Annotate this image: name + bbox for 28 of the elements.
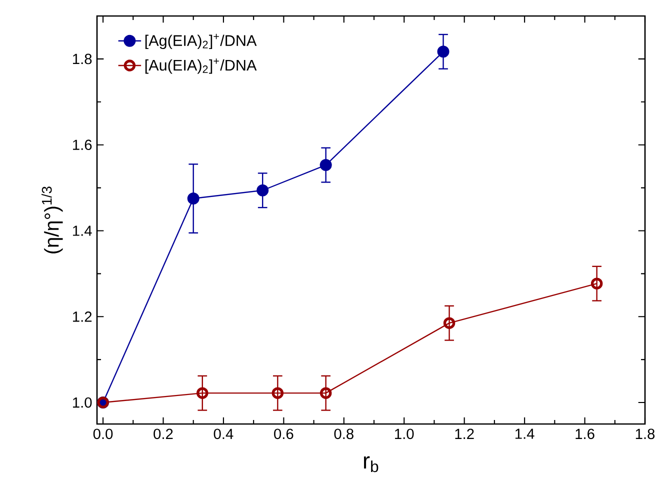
- point: [187, 192, 200, 205]
- x-tick-label: 0.0: [93, 428, 113, 440]
- y-tick-label: 1.0: [73, 397, 92, 408]
- point: [437, 46, 450, 58]
- y-tick-label: 1.8: [73, 54, 92, 64]
- x-tick-label: 1.2: [455, 428, 474, 439]
- point: [590, 278, 603, 290]
- x-tick-label: 1.8: [636, 428, 655, 440]
- point: [196, 387, 208, 399]
- y-tick-label: 1.2: [73, 312, 92, 322]
- point: [272, 387, 284, 399]
- x-tick-label: 1.0: [395, 428, 414, 440]
- x-tick-label: 0.2: [154, 428, 173, 440]
- x-tick-label: 0.8: [334, 428, 354, 440]
- point: [443, 317, 456, 329]
- legend-label: [Au(EIA)$_{2}$]$^{+}$/DNA: [145, 58, 257, 74]
- x-tick-label: 0.6: [274, 428, 294, 440]
- point: [256, 184, 269, 196]
- point: [320, 159, 332, 172]
- x-tick-label: 1.6: [576, 428, 594, 440]
- y-tick-label: 1.4: [73, 226, 92, 236]
- x-tick-label: 0.4: [214, 428, 234, 440]
- point: [320, 387, 332, 399]
- legend-label: [Ag(EIA)$_{2}$]$^{+}$/DNA: [145, 34, 257, 50]
- x-tick-label: 1.4: [515, 428, 534, 439]
- y-tick-label: 1.6: [73, 140, 92, 150]
- y-axis-title: (η/η°)$^{1/3}$: [42, 186, 63, 254]
- x-axis-title: r$_{b}$: [364, 456, 378, 472]
